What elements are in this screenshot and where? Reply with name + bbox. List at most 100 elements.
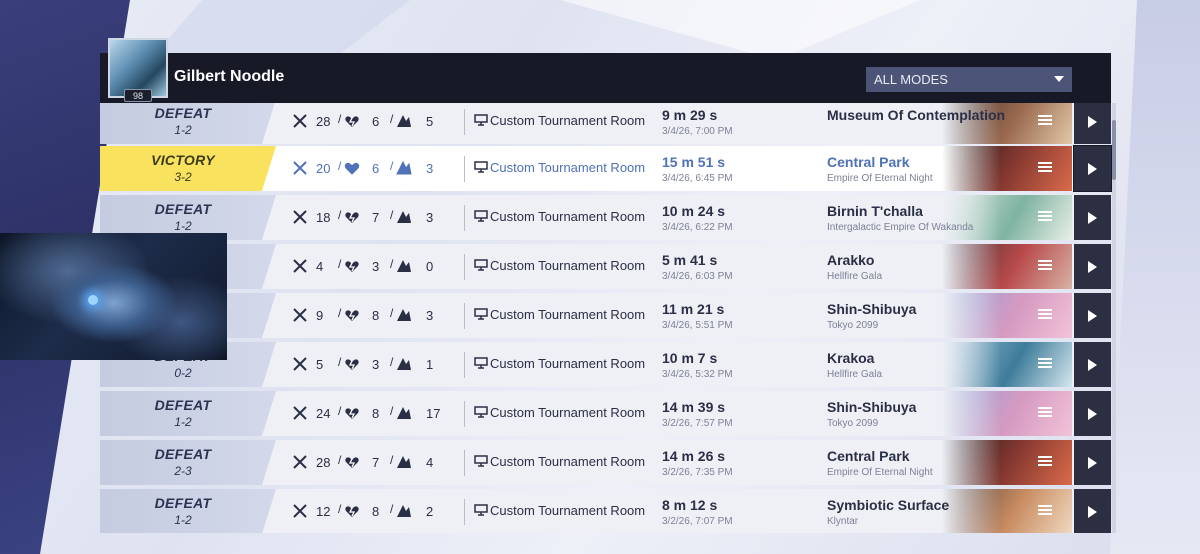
menu-icon[interactable]	[1038, 407, 1052, 419]
match-score: 2-3	[174, 464, 192, 478]
stat-separator: /	[338, 502, 342, 516]
assists-icon	[397, 115, 411, 127]
match-row[interactable]: DEFEAT 2-3 28 / 7 / 4 Custom Tournament Room 14 …	[100, 440, 1111, 485]
stat-separator: /	[390, 112, 394, 126]
match-row[interactable]: DEFEAT 1-2 12 / 8 / 2 Custom Tournament Room 8 m…	[100, 489, 1111, 533]
stat-separator: /	[390, 257, 394, 271]
scrollbar-thumb[interactable]	[1112, 120, 1116, 180]
stat-separator: /	[338, 208, 342, 222]
room-type: Custom Tournament Room	[490, 209, 646, 224]
menu-icon[interactable]	[1038, 260, 1052, 272]
map-name: Shin-Shibuya	[827, 399, 917, 415]
kills-icon	[293, 504, 307, 518]
deaths-icon	[345, 359, 359, 370]
replay-button[interactable]	[1074, 103, 1111, 144]
deaths-icon	[345, 310, 359, 321]
map-region: Tokyo 2099	[827, 320, 879, 331]
replay-button[interactable]	[1074, 489, 1111, 533]
match-result-band: DEFEAT 1-2	[100, 391, 276, 436]
play-icon	[1088, 212, 1097, 224]
row-divider	[464, 254, 465, 280]
play-icon	[1088, 359, 1097, 371]
kills-icon	[293, 210, 307, 224]
match-result: DEFEAT	[154, 201, 212, 217]
replay-button[interactable]	[1074, 195, 1111, 240]
monitor-icon	[474, 114, 488, 126]
deaths-count: 7	[372, 455, 380, 470]
match-row[interactable]: VICTORY 3-2 20 / 6 / 3 Custom Tournament Room 15…	[100, 145, 1112, 192]
menu-icon[interactable]	[1038, 162, 1052, 174]
menu-icon[interactable]	[1038, 358, 1052, 370]
assists-count: 4	[426, 455, 434, 470]
replay-button[interactable]	[1074, 342, 1111, 387]
replay-button[interactable]	[1074, 244, 1111, 289]
kills-count: 28	[316, 114, 331, 129]
match-result: DEFEAT	[154, 397, 212, 413]
kills-icon	[293, 114, 307, 128]
stat-separator: /	[390, 502, 394, 516]
replay-button[interactable]	[1074, 293, 1111, 338]
room-type: Custom Tournament Room	[490, 356, 646, 371]
kills-icon	[293, 259, 307, 273]
monitor-icon	[474, 357, 488, 369]
map-name: Birnin T'challa	[827, 203, 923, 219]
assists-count: 5	[426, 114, 434, 129]
match-row[interactable]: DEFEAT 1-2 18 / 7 / 3 Custom Tournament Room 10 …	[100, 195, 1111, 240]
deaths-icon	[345, 408, 359, 419]
monitor-icon	[474, 210, 488, 222]
menu-icon[interactable]	[1038, 456, 1052, 468]
map-region: Hellfire Gala	[827, 369, 883, 380]
player-level-badge: 98	[124, 89, 152, 102]
match-row[interactable]: DEFEAT 1-2 24 / 8 / 17 Custom Tournament Room 14…	[100, 391, 1111, 436]
map-thumbnail	[942, 146, 1072, 191]
map-name: Symbiotic Surface	[827, 497, 950, 513]
match-duration: 10 m 24 s	[662, 203, 726, 219]
assists-icon	[396, 160, 412, 175]
map-region: Hellfire Gala	[827, 271, 883, 282]
mode-filter-dropdown[interactable]: ALL MODES	[866, 67, 1072, 92]
match-row[interactable]: DEFEAT 1-2 28 / 6 / 5 Custom Tournament Room 9 m…	[100, 103, 1111, 144]
map-region: Intergalactic Empire Of Wakanda	[827, 222, 974, 233]
replay-button[interactable]	[1073, 145, 1112, 192]
stat-separator: /	[390, 159, 394, 173]
match-duration: 14 m 39 s	[662, 399, 726, 415]
match-result-band: VICTORY 3-2	[100, 146, 276, 191]
scrollbar-track[interactable]	[1112, 103, 1116, 533]
match-result: DEFEAT	[154, 105, 212, 121]
match-duration: 8 m 12 s	[662, 497, 718, 513]
row-divider	[464, 303, 465, 329]
assists-count: 3	[426, 210, 434, 225]
background-shape	[150, 0, 410, 60]
map-name: Shin-Shibuya	[827, 301, 917, 317]
menu-icon[interactable]	[1038, 211, 1052, 223]
mode-filter-value: ALL MODES	[874, 72, 948, 87]
match-duration: 10 m 7 s	[662, 350, 718, 366]
match-date: 3/4/26, 6:45 PM	[662, 173, 733, 184]
menu-icon[interactable]	[1038, 309, 1052, 321]
match-duration: 5 m 41 s	[662, 252, 718, 268]
stat-separator: /	[338, 159, 342, 173]
deaths-icon	[345, 261, 359, 272]
match-result-band: DEFEAT 2-3	[100, 440, 276, 485]
replay-button[interactable]	[1074, 391, 1111, 436]
menu-icon[interactable]	[1038, 505, 1052, 517]
room-type: Custom Tournament Room	[490, 113, 646, 128]
assists-count: 1	[426, 357, 434, 372]
replay-button[interactable]	[1074, 440, 1111, 485]
match-date: 3/2/26, 7:35 PM	[662, 467, 733, 478]
kills-icon	[293, 308, 307, 322]
match-score: 1-2	[174, 513, 192, 527]
monitor-icon	[474, 161, 488, 173]
stat-separator: /	[390, 404, 394, 418]
player-name: Gilbert Noodle	[174, 68, 285, 85]
kills-icon	[293, 357, 307, 371]
background-shape	[1110, 0, 1200, 554]
deaths-icon	[345, 212, 359, 223]
map-name: Museum Of Contemplation	[827, 107, 1006, 123]
menu-icon[interactable]	[1038, 115, 1052, 127]
map-thumbnail	[942, 391, 1072, 436]
map-region: Empire Of Eternal Night	[827, 467, 933, 478]
